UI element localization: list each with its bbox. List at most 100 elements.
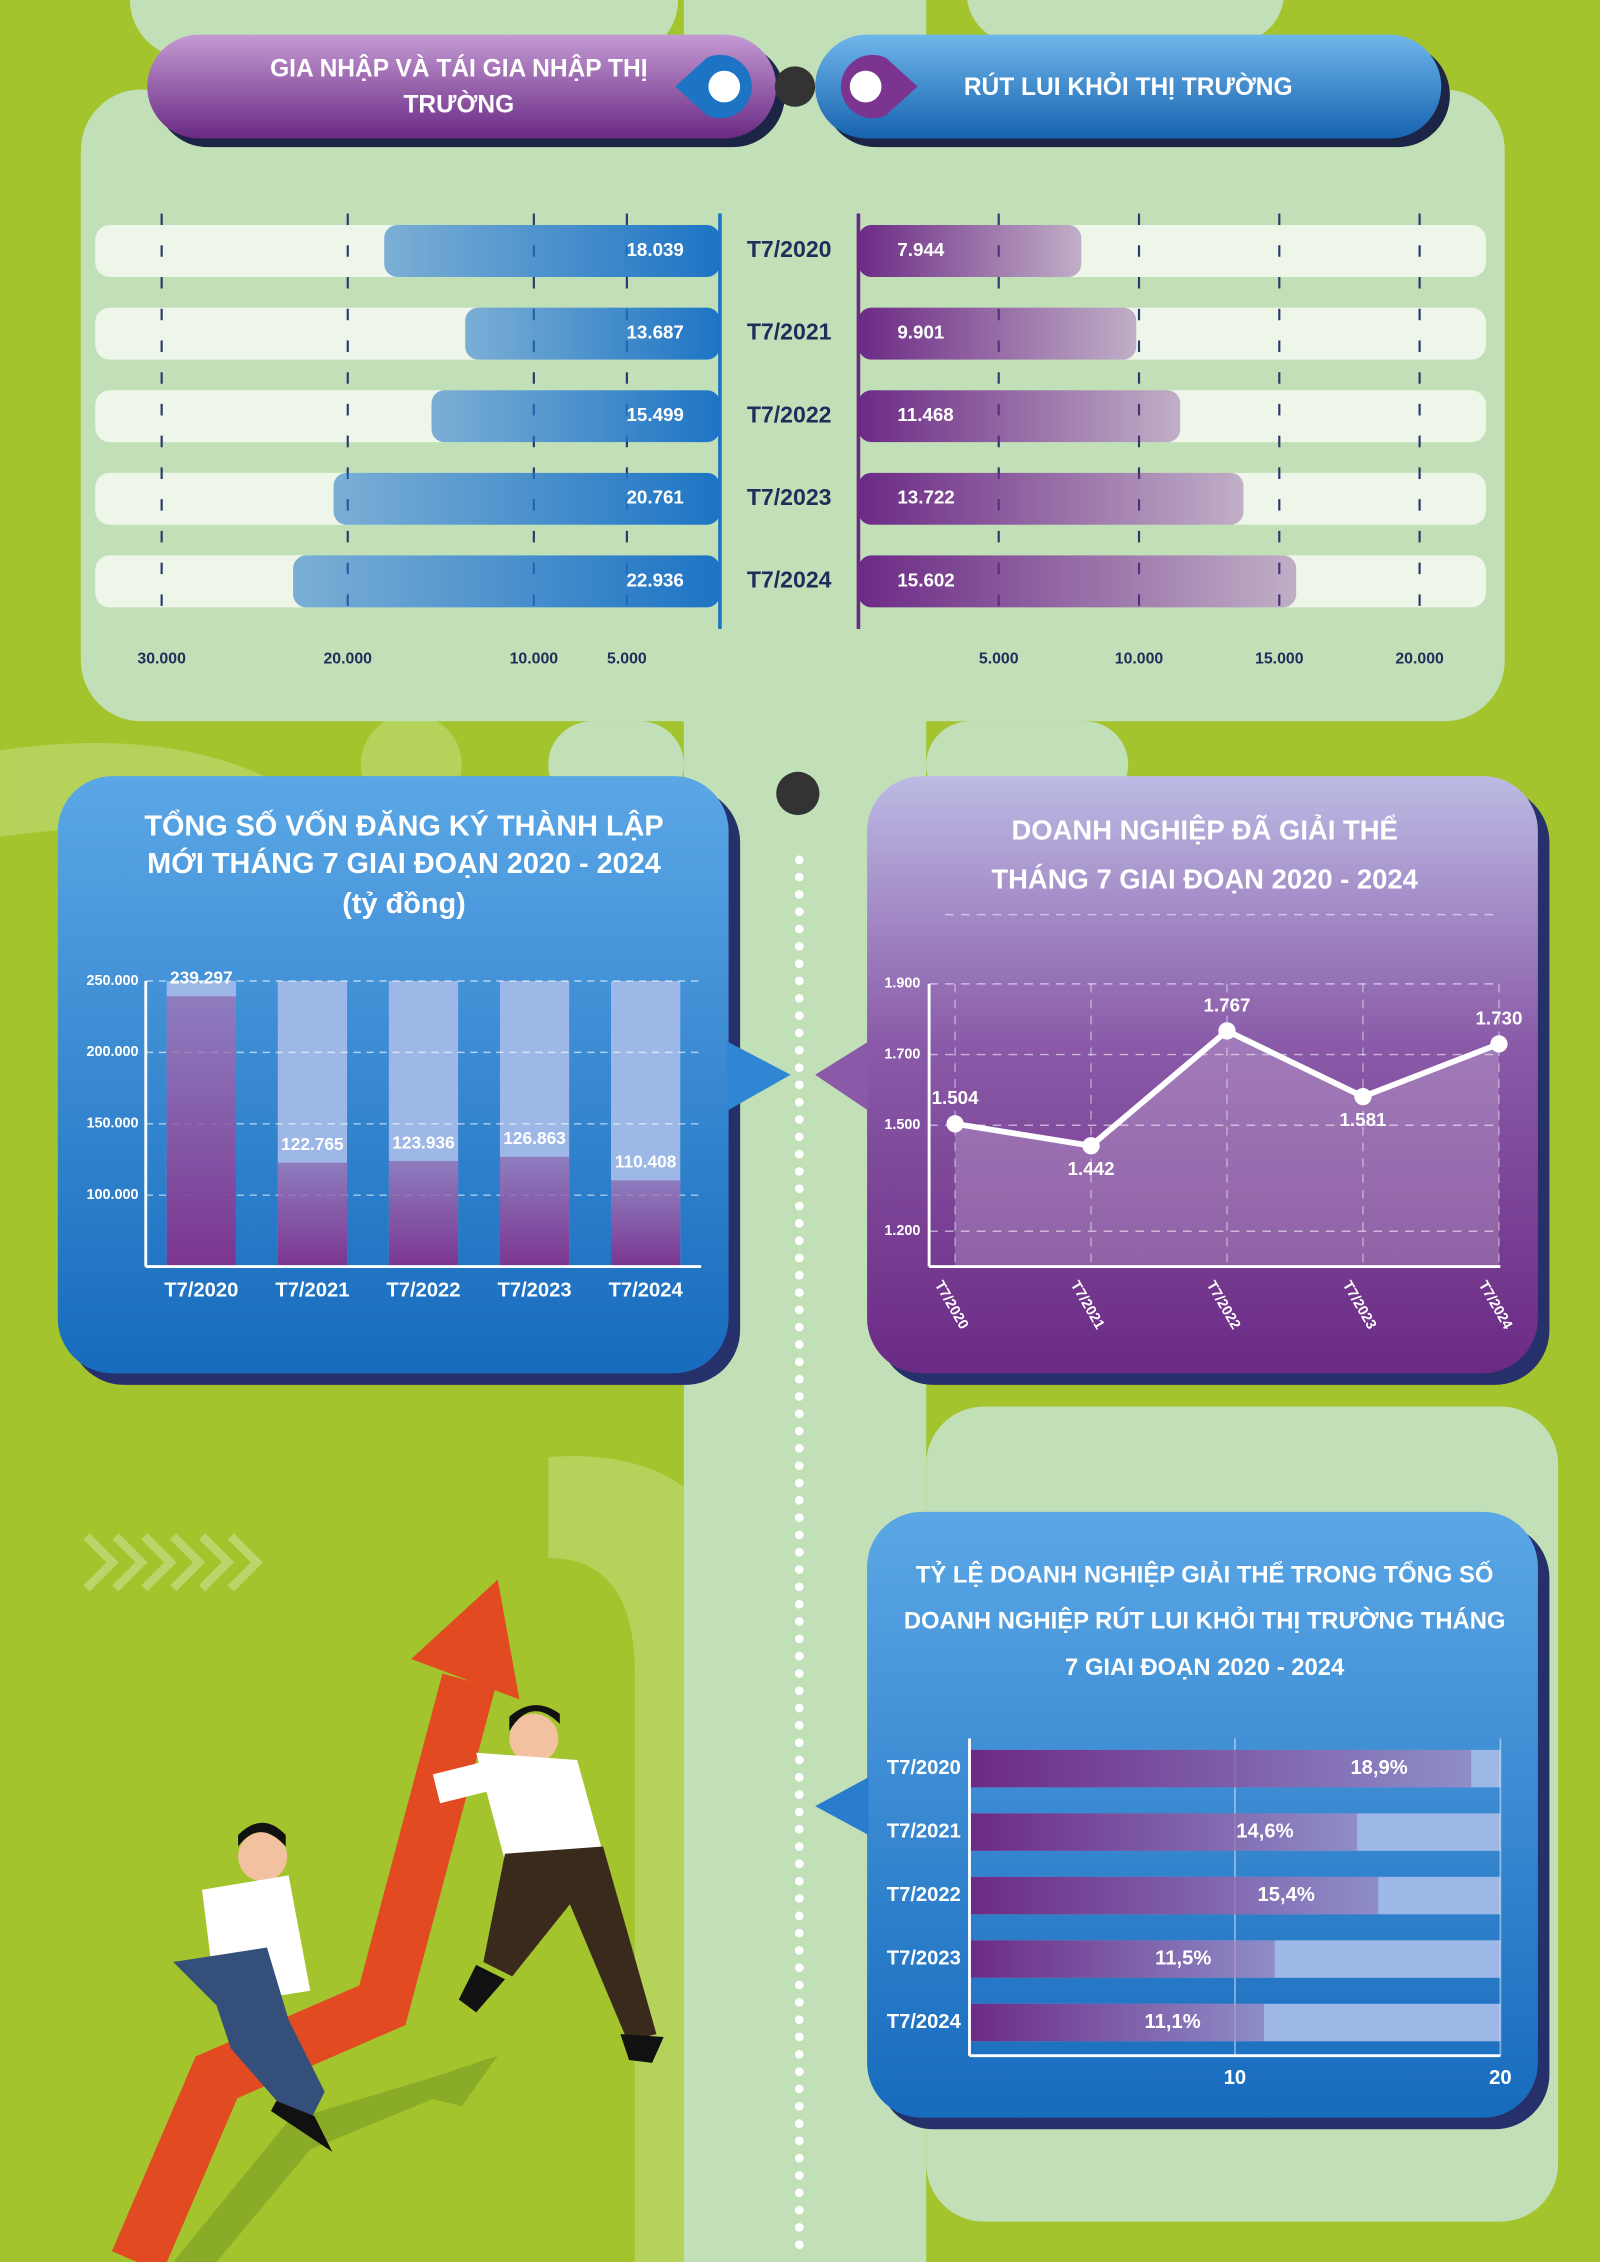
dotted-line — [794, 1807, 804, 1817]
bar — [384, 225, 720, 277]
x-tick-label: 5.000 — [607, 650, 647, 667]
bar — [969, 1876, 1379, 1915]
dotted-line — [794, 2049, 804, 2059]
dotted-line — [794, 1270, 804, 1280]
dotted-line — [794, 1045, 804, 1055]
dotted-line — [794, 1963, 804, 1973]
y-tick-label: 150.000 — [86, 1116, 138, 1132]
dotted-line — [794, 1911, 804, 1921]
dotted-line — [794, 1218, 804, 1228]
dotted-line — [794, 1703, 804, 1713]
point — [1218, 1022, 1236, 1040]
dotted-line — [794, 1651, 804, 1661]
dotted-line — [794, 1617, 804, 1626]
y-tick-label: 200.000 — [86, 1044, 138, 1060]
value-label: 1.504 — [932, 1087, 979, 1108]
y-tick-label: T7/2024 — [887, 2011, 962, 2033]
dotted-line — [794, 2240, 804, 2250]
value-label: 123.936 — [392, 1132, 455, 1152]
point — [1082, 1137, 1100, 1155]
x-tick-label: 30.000 — [137, 650, 186, 667]
dotted-line — [794, 1115, 804, 1124]
chart-title: TỔNG SỐ VỐN ĐĂNG KÝ THÀNH LẬP MỚI THÁNG … — [144, 810, 664, 880]
x-tick-label: 15.000 — [1255, 650, 1304, 667]
y-tick-label: T7/2020 — [887, 1757, 961, 1779]
y-tick-label: 1.700 — [884, 1046, 920, 1062]
dotted-line — [794, 1946, 804, 1955]
dotted-line — [794, 1132, 804, 1142]
value-label: 22.936 — [627, 569, 684, 590]
bar — [969, 1749, 1472, 1788]
legend-label-box: GIA NHẬP VÀ TÁI GIA NHẬP THỊ TRƯỜNG — [270, 55, 647, 118]
value-label: 13.722 — [897, 487, 954, 508]
dotted-line — [794, 2015, 804, 2024]
dotted-line — [794, 1426, 804, 1436]
point — [946, 1115, 964, 1133]
dotted-line — [794, 1184, 804, 1194]
arrow-head — [411, 1579, 520, 1700]
x-tick-label: 20 — [1489, 2067, 1511, 2089]
y-tick-label: 1.200 — [884, 1223, 920, 1239]
dotted-line — [794, 1097, 804, 1107]
dotted-line — [794, 1201, 804, 1211]
dotted-line — [794, 2223, 804, 2232]
dotted-line — [794, 924, 804, 934]
x-tick-label: 20.000 — [323, 650, 372, 667]
bar — [858, 225, 1082, 277]
panel — [867, 776, 1538, 1374]
dotted-line — [794, 1461, 804, 1471]
legend-label: RÚT LUI KHỎI THỊ TRƯỜNG — [963, 72, 1293, 101]
dotted-line — [794, 1513, 804, 1522]
dotted-line — [794, 1080, 804, 1090]
dotted-line — [794, 1495, 804, 1505]
dotted-line — [794, 1305, 804, 1315]
bar — [858, 307, 1137, 360]
chart-subtitle: (tỷ đồng) — [342, 888, 466, 921]
bar — [293, 555, 720, 608]
value-label: 15,4% — [1258, 1884, 1315, 1906]
category-label: T7/2021 — [747, 319, 832, 345]
dotted-line — [794, 942, 804, 951]
chart-title-box: DOANH NGHIỆP ĐÃ GIẢI THỂ THÁNG 7 GIAI ĐO… — [991, 816, 1418, 896]
dotted-line — [794, 1634, 804, 1644]
decor — [967, 0, 1284, 44]
x-tick-label: 10.000 — [1115, 650, 1164, 667]
bar — [611, 1180, 681, 1267]
bar — [969, 1813, 1358, 1851]
value-label: 9.901 — [897, 322, 944, 343]
pointer — [727, 1041, 791, 1111]
arrow-shadow — [173, 2055, 498, 2262]
area — [955, 1030, 1499, 1267]
connector-dot — [774, 66, 816, 107]
chart-title-box: TỔNG SỐ VỐN ĐĂNG KÝ THÀNH LẬP MỚI THÁNG … — [144, 810, 664, 880]
chart-title: TỶ LỆ DOANH NGHIỆP GIẢI THỂ TRONG TỔNG S… — [903, 1562, 1506, 1681]
bar — [499, 1156, 570, 1267]
dotted-line — [794, 2171, 804, 2180]
legend-label-box: RÚT LUI KHỎI THỊ TRƯỜNG — [963, 72, 1293, 101]
dotted-line — [794, 1547, 804, 1557]
value-label: 11.468 — [897, 404, 953, 425]
x-tick-label: 10.000 — [510, 650, 559, 667]
dotted-line — [794, 1859, 804, 1869]
dotted-line — [794, 1530, 804, 1540]
legend-pill — [815, 34, 1442, 139]
bar — [166, 996, 236, 1267]
pointer — [815, 1041, 869, 1111]
chart-title: DOANH NGHIỆP ĐÃ GIẢI THỂ THÁNG 7 GIAI ĐO… — [991, 816, 1418, 896]
bar — [969, 2003, 1265, 2042]
dotted-line — [794, 1669, 804, 1678]
dotted-line — [794, 976, 804, 986]
bar — [858, 390, 1181, 443]
value-label: 18,9% — [1350, 1757, 1407, 1779]
person — [173, 1822, 333, 2152]
value-label: 7.944 — [897, 239, 944, 260]
dotted-line — [794, 1357, 804, 1367]
y-tick-label: 250.000 — [86, 973, 138, 989]
chart-title-box: TỶ LỆ DOANH NGHIỆP GIẢI THỂ TRONG TỔNG S… — [903, 1562, 1506, 1681]
x-tick-label: T7/2021 — [275, 1279, 349, 1301]
x-tick-label: T7/2023 — [498, 1279, 572, 1301]
value-label: 15.499 — [627, 404, 684, 425]
bar — [465, 307, 720, 360]
